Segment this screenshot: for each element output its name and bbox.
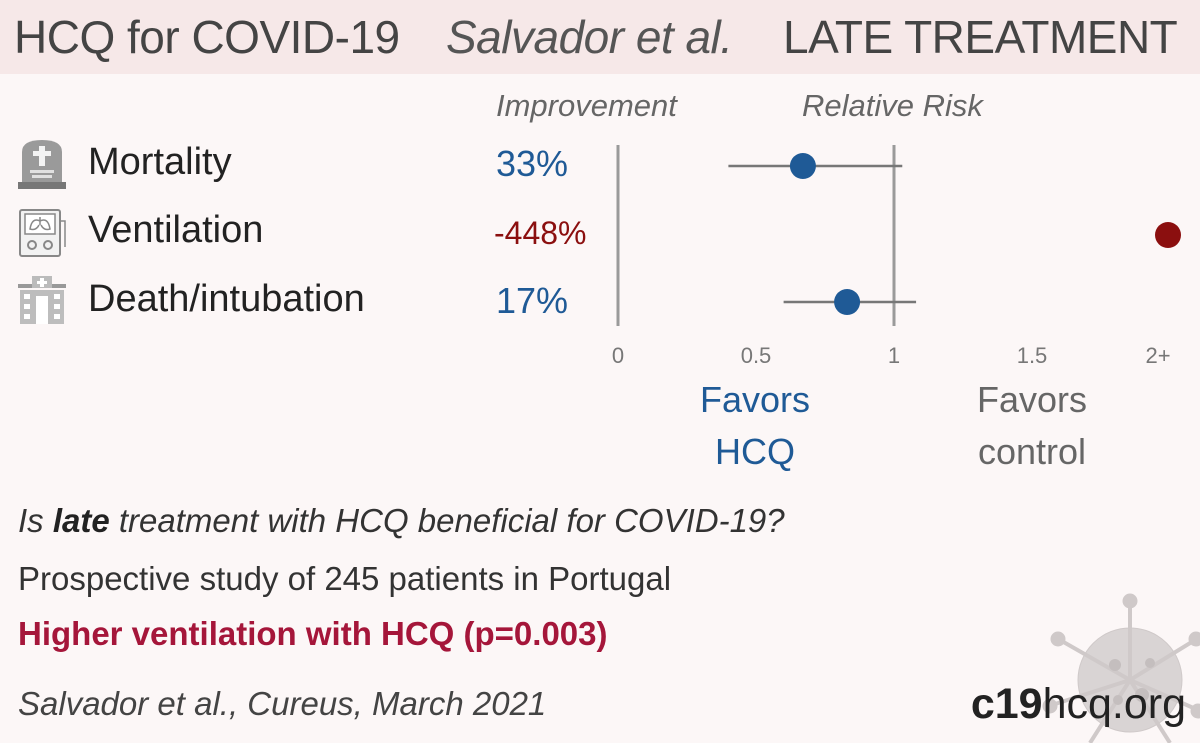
question-pre: Is xyxy=(18,502,53,539)
improvement-header: Improvement xyxy=(496,88,677,123)
favors-control-line2: control xyxy=(977,431,1087,472)
point-death-intubation xyxy=(834,289,861,315)
favors-control-line1: Favors xyxy=(976,379,1088,420)
x-tick-label: 0 xyxy=(612,343,624,368)
x-tick-label: 2+ xyxy=(1145,343,1170,368)
favors-hcq-line1: Favors xyxy=(699,379,811,420)
study-name: Salvador et al. xyxy=(446,11,733,63)
header-band: HCQ for COVID-19 Salvador et al. LATE TR… xyxy=(0,0,1200,74)
improvement-mortality: 33% xyxy=(496,143,569,184)
row-label-ventilation: Ventilation xyxy=(88,209,264,251)
page-title: HCQ for COVID-19 xyxy=(14,11,400,63)
favors-control-label: Favors control xyxy=(952,374,1112,478)
site-logo-bold: c19 xyxy=(970,680,1043,728)
favors-hcq-line2: HCQ xyxy=(715,431,795,472)
study-question: Is late treatment with HCQ beneficial fo… xyxy=(18,502,785,540)
ventilator-icon xyxy=(19,209,66,257)
tombstone-icon xyxy=(18,140,66,189)
point-ventilation xyxy=(1155,222,1181,248)
x-tick-label: 1 xyxy=(888,343,900,368)
question-bold: late xyxy=(52,502,110,539)
virus-watermark-icon xyxy=(1042,593,1200,743)
x-tick-label: 1.5 xyxy=(1017,343,1048,368)
x-tick-label: 0.5 xyxy=(741,343,772,368)
favors-hcq-label: Favors HCQ xyxy=(680,374,830,478)
site-logo-rest: hcq.org xyxy=(1042,680,1186,728)
hospital-icon xyxy=(18,276,66,324)
treatment-stage: LATE TREATMENT xyxy=(783,11,1178,63)
relative-risk-header: Relative Risk xyxy=(802,88,983,123)
improvement-ventilation: -448% xyxy=(494,215,587,251)
site-logo[interactable]: c19hcq.org xyxy=(971,680,1186,729)
study-conclusion: Higher ventilation with HCQ (p=0.003) xyxy=(18,615,608,652)
improvement-death-intubation: 17% xyxy=(496,280,569,321)
question-post: treatment with HCQ beneficial for COVID-… xyxy=(109,502,785,539)
point-mortality xyxy=(789,153,816,179)
citation: Salvador et al., Cureus, March 2021 xyxy=(18,685,547,722)
row-label-mortality: Mortality xyxy=(88,141,232,183)
study-description: Prospective study of 245 patients in Por… xyxy=(18,560,672,597)
row-label-death-intubation: Death/intubation xyxy=(88,278,365,320)
